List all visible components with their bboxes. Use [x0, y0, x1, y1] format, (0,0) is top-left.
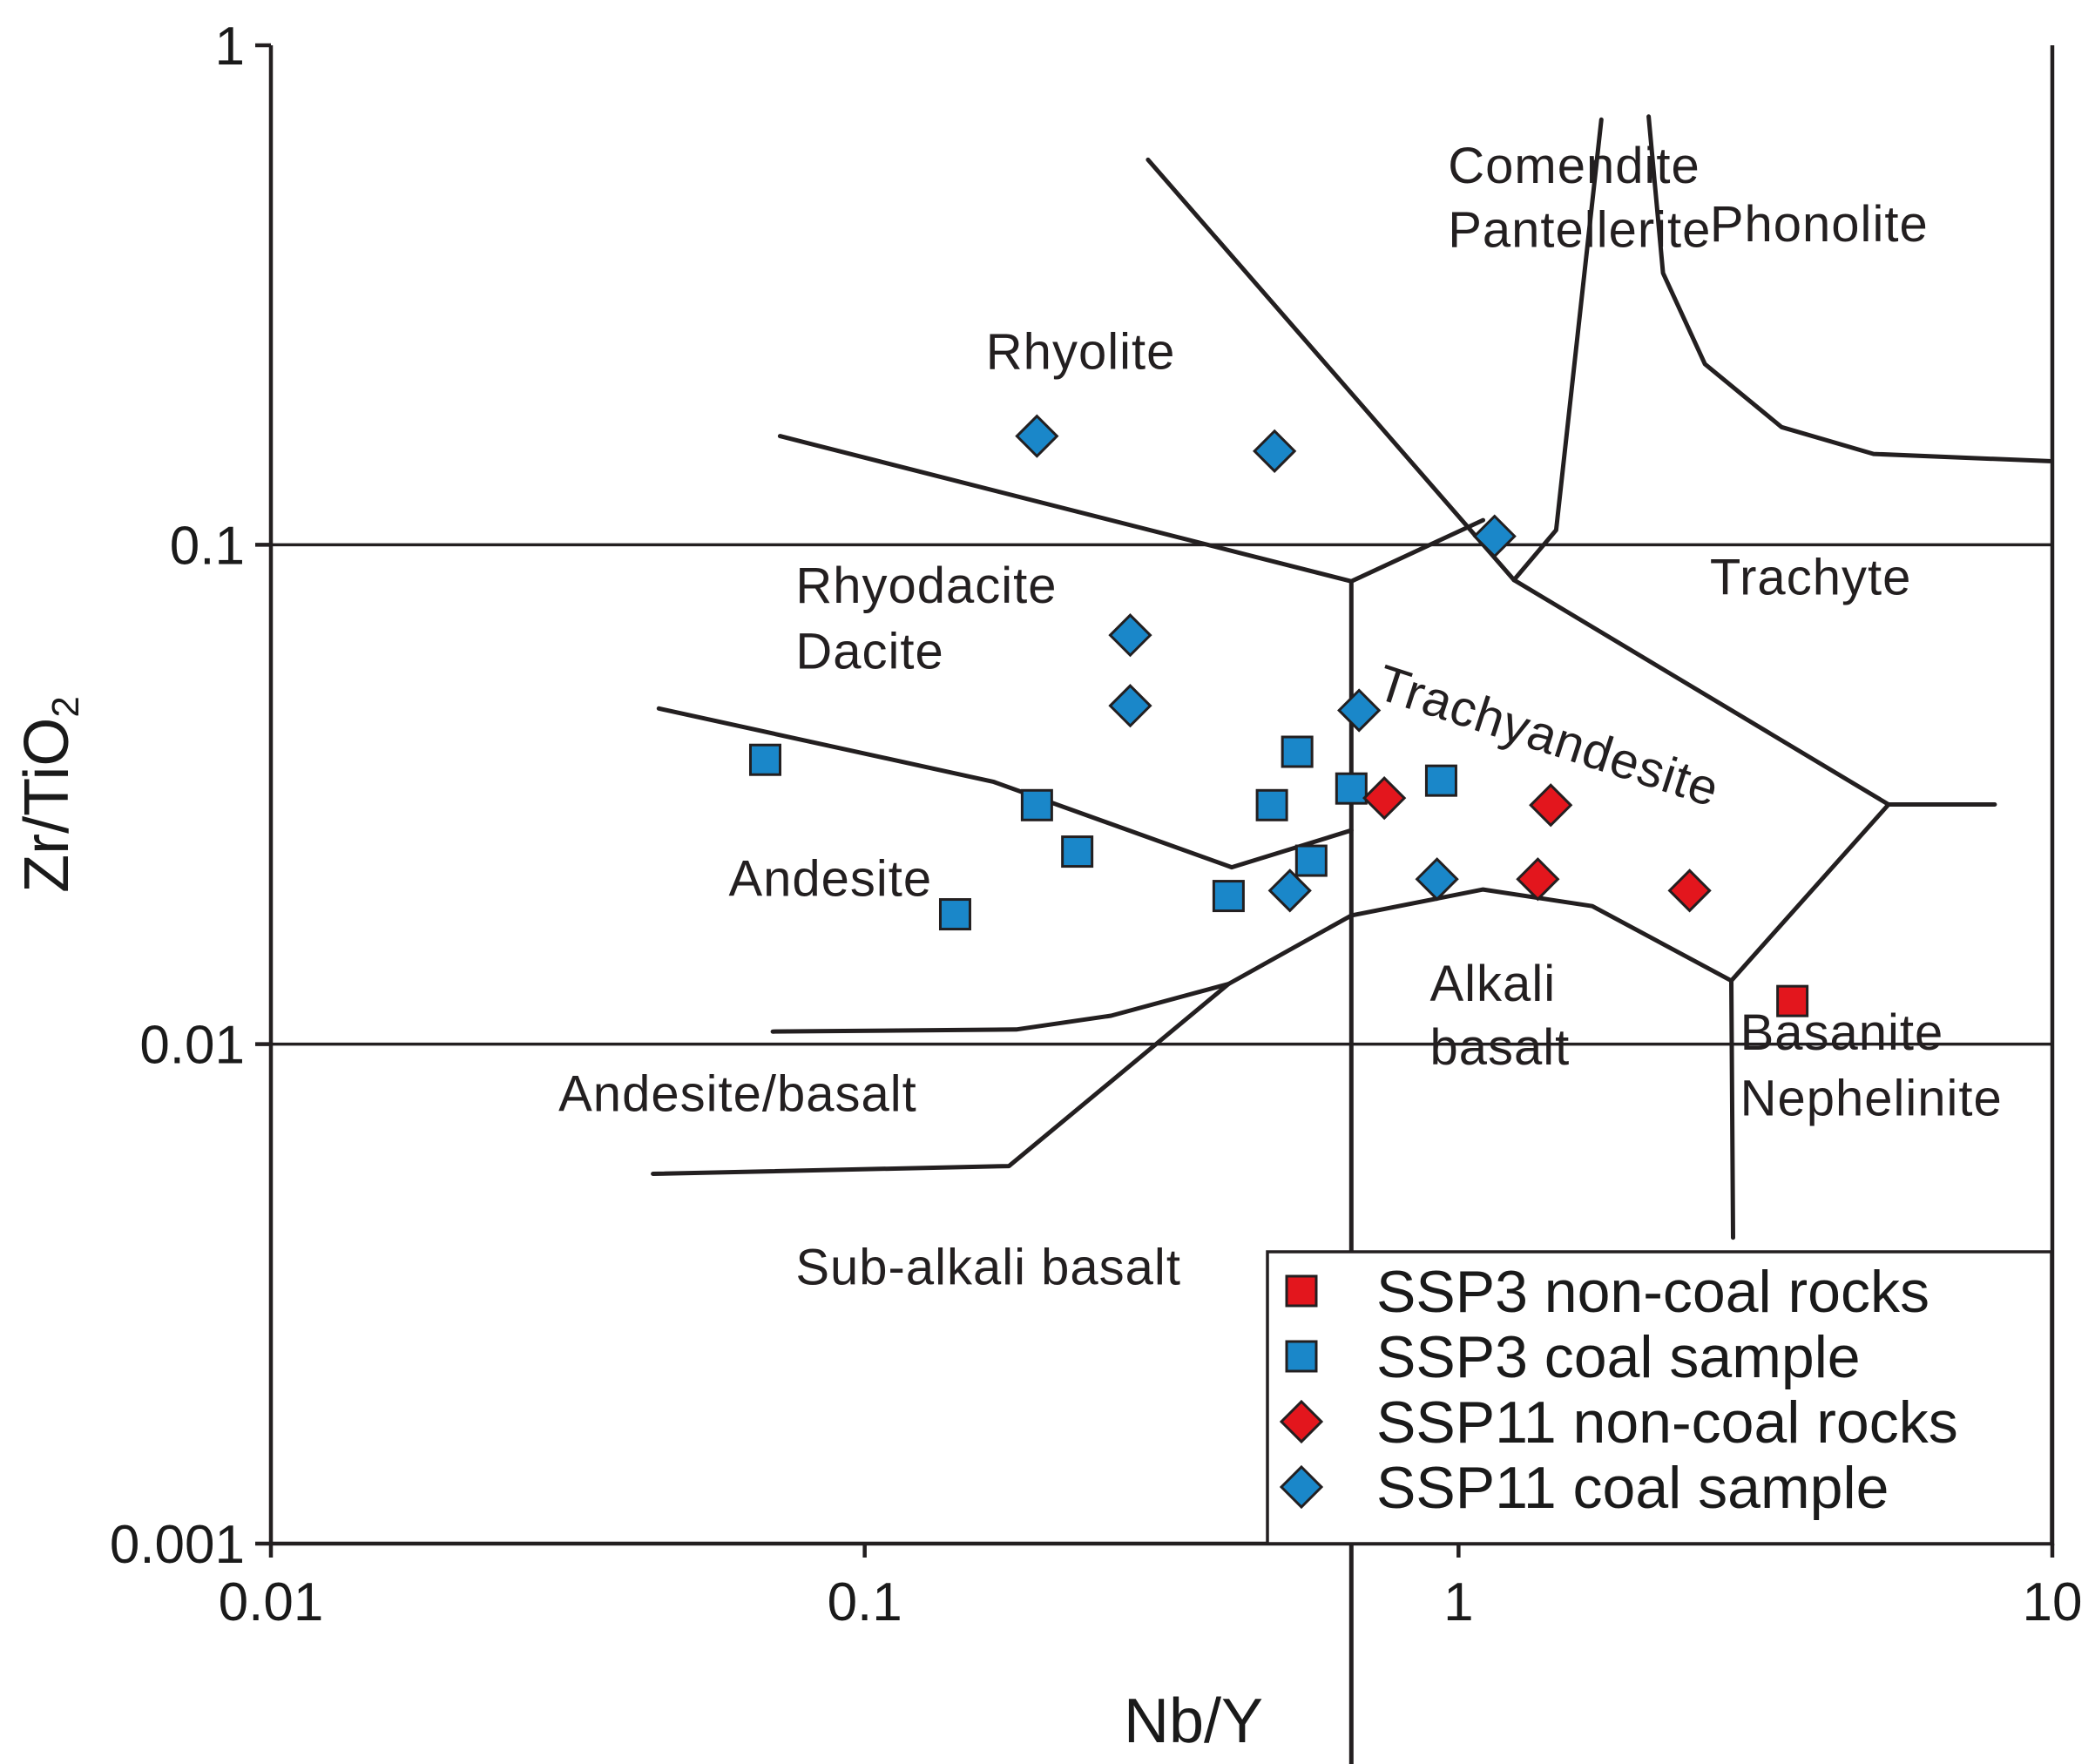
legend-marker-ssp3-coal-sample — [1285, 1340, 1318, 1373]
field-boundary-12 — [1646, 114, 2052, 463]
diamond-point-ssp11-non-coal-rocks — [1667, 868, 1712, 913]
field-boundary-6 — [1511, 117, 1604, 583]
square-point-ssp3-coal-sample — [1424, 764, 1457, 797]
square-point-ssp3-coal-sample — [1294, 844, 1328, 877]
square-point-ssp3-coal-sample — [1020, 788, 1053, 821]
region-label-trachyte: Trachyte — [1710, 549, 1911, 605]
legend-label-ssp11-coal-sample: SSP11 coal sample — [1376, 1455, 1889, 1521]
diamond-point-ssp11-coal-sample — [1267, 868, 1312, 913]
square-point-ssp3-coal-sample — [1061, 835, 1094, 868]
square-point-ssp3-non-coal-rocks — [1776, 984, 1809, 1017]
x-tick-label-1: 1 — [1443, 1572, 1473, 1632]
x-axis-title: Nb/Y — [1124, 1686, 1263, 1756]
region-label-andesite: Andesite — [728, 851, 932, 908]
diamond-point-ssp11-coal-sample — [1015, 414, 1059, 458]
diamond-point-ssp11-coal-sample — [1108, 613, 1152, 658]
diamond-point-ssp11-coal-sample — [1337, 688, 1382, 733]
y-axis-title: Zr/TiO2 — [12, 696, 87, 893]
field-boundary-11 — [651, 982, 1231, 1176]
x-tick-label-0-01: 0.01 — [219, 1572, 324, 1632]
region-label-pantellerite: Pantellerite — [1448, 201, 1711, 258]
series-ssp3-non-coal-rocks — [1776, 984, 1809, 1017]
legend-marker-ssp11-coal-sample — [1279, 1464, 1324, 1510]
square-point-ssp3-coal-sample — [748, 743, 781, 776]
data-points — [748, 414, 1809, 1017]
diamond-point-ssp11-coal-sample — [1472, 514, 1517, 558]
legend-label-ssp3-non-coal-rocks: SSP3 non-coal rocks — [1376, 1259, 1929, 1325]
y-axis-title-subscript: 2 — [44, 696, 87, 717]
legend-label-ssp11-non-coal-rocks: SSP11 non-coal rocks — [1376, 1389, 1958, 1456]
region-label-rhyolite: Rhyolite — [986, 323, 1176, 380]
square-point-ssp3-coal-sample — [1212, 880, 1245, 913]
series-ssp3-coal-sample — [748, 735, 1457, 931]
axis-frame — [268, 45, 2055, 1546]
y-tick-label-0-1: 0.1 — [170, 516, 245, 576]
region-label-comendite: Comendite — [1448, 138, 1700, 194]
axes — [268, 45, 2055, 1546]
field-boundary-8 — [1729, 802, 1891, 983]
y-tick-label-0-001: 0.001 — [110, 1515, 245, 1575]
field-boundary-9 — [1729, 978, 1735, 1240]
x-tick-label-0-1: 0.1 — [828, 1572, 902, 1632]
square-point-ssp3-coal-sample — [938, 898, 971, 931]
y-tick-label-0-01: 0.01 — [139, 1016, 245, 1076]
square-point-ssp3-coal-sample — [1255, 788, 1288, 821]
region-label-basalt: basalt — [1429, 1019, 1570, 1076]
diamond-point-ssp11-non-coal-rocks — [1362, 776, 1407, 821]
diamond-point-ssp11-non-coal-rocks — [1516, 857, 1560, 902]
y-axis-title-main: Zr/TiO — [12, 718, 82, 893]
region-label-rhyodacite: Rhyodacite — [795, 558, 1057, 614]
series-ssp11-non-coal-rocks — [1362, 776, 1712, 913]
legend-marker-ssp3-non-coal-rocks — [1285, 1274, 1318, 1308]
square-point-ssp3-coal-sample — [1281, 735, 1314, 768]
x-tick-label-10: 10 — [2023, 1572, 2083, 1632]
diamond-point-ssp11-coal-sample — [1253, 429, 1297, 473]
series-ssp11-coal-sample — [1015, 414, 1517, 913]
field-boundary-1 — [777, 434, 1354, 584]
field-boundary-3 — [1348, 517, 1485, 584]
region-label-nephelinite: Nephelinite — [1740, 1070, 2003, 1126]
field-boundary-4 — [656, 706, 1354, 870]
legend-label-ssp3-coal-sample: SSP3 coal sample — [1376, 1324, 1861, 1390]
region-label-alkali: Alkali — [1429, 956, 1556, 1012]
region-label-dacite: Dacite — [795, 623, 943, 679]
square-point-ssp3-coal-sample — [1335, 772, 1368, 805]
legend-marker-ssp11-non-coal-rocks — [1279, 1399, 1324, 1444]
field-boundary-5 — [1145, 157, 1517, 583]
region-label-basanite: Basanite — [1740, 1004, 1944, 1061]
region-label-sub-alkali-basalt: Sub-alkali basalt — [795, 1240, 1181, 1296]
diamond-point-ssp11-non-coal-rocks — [1529, 783, 1573, 828]
diamond-point-ssp11-coal-sample — [1108, 684, 1152, 728]
gridlines — [271, 543, 2052, 1046]
region-label-andesite-basalt: Andesite/basalt — [558, 1065, 917, 1122]
diamond-point-ssp11-coal-sample — [1415, 857, 1459, 902]
legend-box — [1266, 1250, 2053, 1545]
y-tick-label-1: 1 — [215, 17, 245, 77]
field-boundary-10 — [770, 887, 1733, 1034]
region-label-phonolite: Phonolite — [1710, 196, 1929, 253]
